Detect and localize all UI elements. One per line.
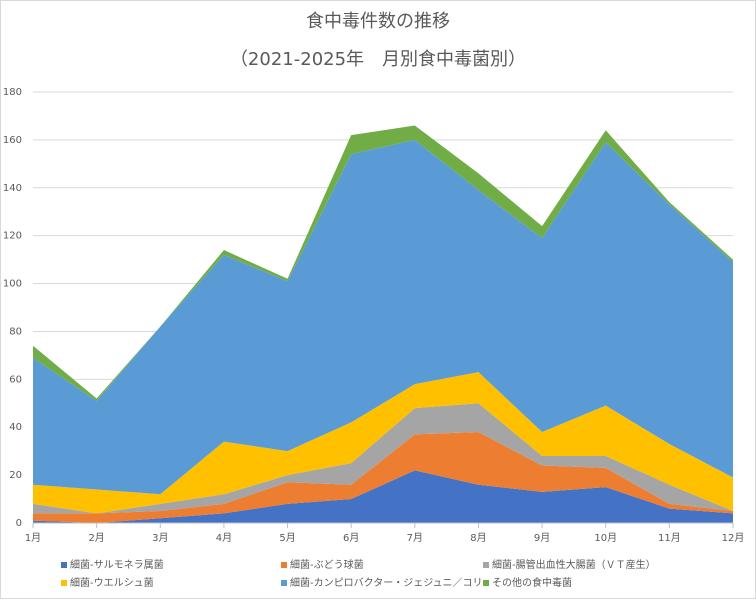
area: [33, 432, 733, 523]
x-tick-label: 11月: [658, 532, 681, 544]
x-tick-label: 7月: [407, 532, 423, 544]
y-tick-label: 140: [3, 183, 22, 194]
x-tick-label: 3月: [152, 532, 168, 544]
legend-swatch: [483, 580, 489, 586]
legend-swatch: [483, 562, 489, 568]
y-tick-label: 60: [9, 374, 22, 385]
area: [33, 403, 733, 514]
y-tick-label: 0: [16, 518, 22, 529]
x-tick-label: 2月: [88, 532, 104, 544]
y-tick-label: 100: [3, 279, 22, 290]
legend-label: 細菌-サルモネラ属菌: [70, 558, 164, 571]
y-tick-label: 20: [9, 470, 22, 481]
y-tick-label: 40: [9, 422, 22, 433]
x-tick-label: 8月: [470, 532, 486, 544]
x-tick-label: 9月: [534, 532, 550, 544]
legend-label: その他の食中毒菌: [492, 576, 572, 589]
x-tick-label: 1月: [25, 532, 41, 544]
x-tick-label: 10月: [594, 532, 617, 544]
y-tick-label: 180: [3, 87, 22, 98]
area: [33, 470, 733, 523]
legend-label: 細菌-ウエルシュ菌: [70, 576, 154, 589]
y-tick-label: 80: [9, 326, 22, 337]
area: [33, 139, 733, 495]
legend-label: 細菌-ぶどう球菌: [290, 558, 364, 571]
legend-swatch: [61, 580, 67, 586]
y-tick-label: 160: [3, 135, 22, 146]
x-tick-label: 6月: [343, 532, 359, 544]
area: [33, 372, 733, 514]
legend-swatch: [61, 562, 67, 568]
legend-swatch: [281, 580, 287, 586]
y-tick-label: 120: [3, 231, 22, 242]
x-tick-label: 5月: [279, 532, 295, 544]
legend-swatch: [281, 562, 287, 568]
legend-label: 細菌-カンピロバクター・ジェジュニ／コリ: [290, 576, 483, 589]
x-tick-label: 4月: [216, 532, 232, 544]
legend-label: 細菌-腸管出血性大腸菌（ＶＴ産生）: [492, 558, 656, 571]
x-tick-label: 12月: [722, 532, 745, 544]
chart-subtitle: （2021-2025年 月別食中毒菌別）: [230, 49, 526, 70]
chart-title: 食中毒件数の推移: [306, 11, 450, 32]
